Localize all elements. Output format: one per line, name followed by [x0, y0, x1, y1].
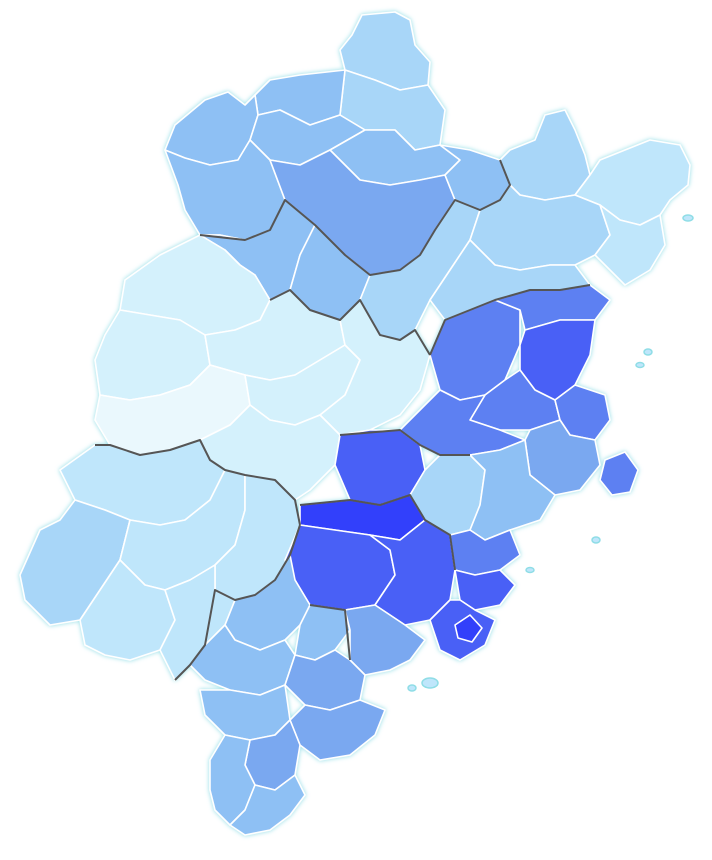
islet [407, 684, 417, 692]
district-mid-2[interactable] [469, 439, 556, 541]
prefecture-borders [95, 159, 591, 681]
province-shape [19, 11, 691, 836]
islet [682, 214, 694, 222]
islet [635, 361, 645, 369]
district-mid-6[interactable] [454, 614, 483, 643]
district-south-3[interactable] [344, 604, 426, 676]
district-south-6[interactable] [199, 684, 291, 741]
coastal-islets [407, 214, 694, 692]
islet [421, 677, 439, 689]
district-south-10[interactable] [229, 774, 306, 836]
district-north-1[interactable] [339, 11, 431, 91]
district-south-5[interactable] [284, 649, 366, 711]
district-northeast-4[interactable] [594, 204, 666, 286]
district-east-island[interactable] [599, 451, 639, 496]
district-south-7[interactable] [289, 699, 386, 761]
islet [525, 566, 535, 574]
district-northeast-1[interactable] [499, 109, 591, 201]
islet [643, 348, 653, 356]
islet [591, 536, 601, 544]
